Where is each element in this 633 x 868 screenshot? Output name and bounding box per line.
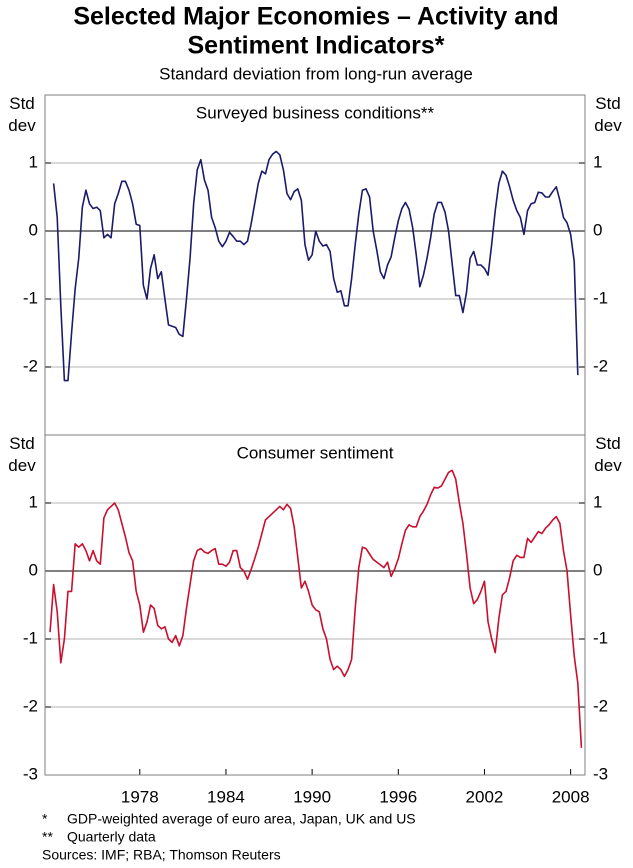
y-tick-label: 0 (29, 560, 38, 579)
plot-area (45, 435, 585, 775)
y-tick-label: -1 (23, 288, 38, 307)
x-tick-label: 1990 (293, 787, 331, 806)
footnote-marker: * (42, 811, 48, 827)
y-tick-label: 0 (593, 220, 602, 239)
chart-title: Selected Major Economies – Activity and (73, 3, 558, 31)
sources: Sources: IMF; RBA; Thomson Reuters (42, 847, 281, 863)
panel-title: Surveyed business conditions** (196, 103, 435, 122)
footnote-marker: ** (42, 829, 53, 845)
y-tick-label: -2 (23, 356, 38, 375)
footnote: GDP-weighted average of euro area, Japan… (67, 811, 416, 827)
y-tick-label: -1 (593, 288, 608, 307)
y-axis-label: Std dev (594, 434, 622, 475)
y-tick-label: -3 (593, 764, 608, 783)
data-line (52, 150, 579, 382)
y-tick-label: -2 (593, 356, 608, 375)
panel-title: Consumer sentiment (237, 443, 394, 462)
y-tick-label: 1 (29, 152, 38, 171)
x-tick-label: 2008 (552, 787, 590, 806)
chart-title: Sentiment Indicators* (188, 32, 445, 60)
footnote: Quarterly data (67, 829, 156, 845)
y-tick-label: 1 (29, 492, 38, 511)
plot-area (45, 95, 585, 435)
x-tick-label: 1996 (379, 787, 417, 806)
y-tick-label: -2 (593, 696, 608, 715)
y-axis-label: Std dev (8, 94, 36, 135)
plot-frame (44, 434, 586, 776)
y-tick-label: 0 (29, 220, 38, 239)
x-tick-label: 1984 (207, 787, 245, 806)
y-axis-label: Std dev (8, 434, 36, 475)
y-axis-label: Std dev (594, 94, 622, 135)
y-tick-label: 1 (593, 152, 602, 171)
chart-subtitle: Standard deviation from long-run average (159, 64, 473, 83)
y-tick-label: -2 (23, 696, 38, 715)
y-tick-label: -1 (593, 628, 608, 647)
y-tick-label: -3 (23, 764, 38, 783)
y-tick-label: 0 (593, 560, 602, 579)
x-tick-label: 2002 (466, 787, 504, 806)
y-tick-label: -1 (23, 628, 38, 647)
x-tick-label: 1978 (121, 787, 159, 806)
data-line (49, 469, 583, 748)
y-tick-label: 1 (593, 492, 602, 511)
